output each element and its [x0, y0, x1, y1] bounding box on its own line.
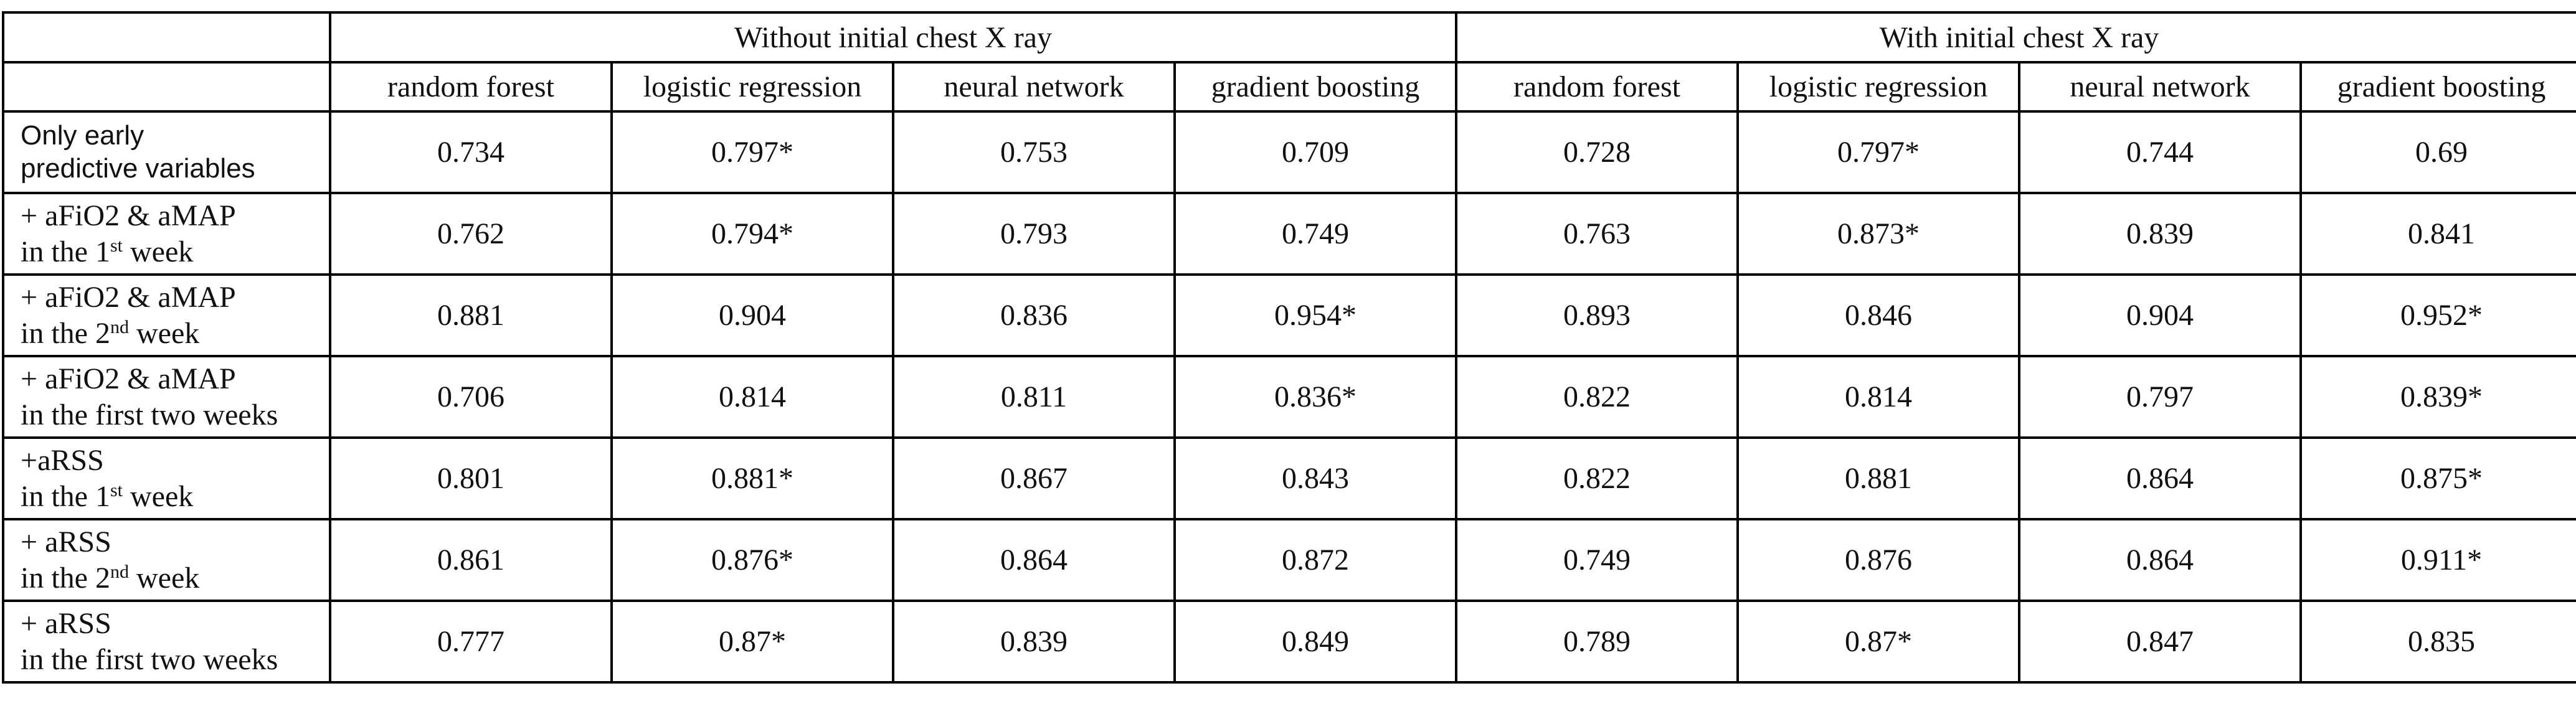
table-row: + aRSS in the first two weeks 0.777 0.87… — [2, 600, 2576, 684]
group-header-with-xray: With initial chest X ray — [1455, 11, 2576, 64]
table-cell: 0.893 — [1455, 273, 1740, 357]
table-row: + aFiO2 & aMAP in the 1st week 0.762 0.7… — [2, 192, 2576, 276]
table-cell: 0.952* — [2299, 273, 2576, 357]
table-cell: 0.861 — [329, 518, 613, 602]
table-cell: 0.881 — [329, 273, 613, 357]
model-header: neural network — [892, 61, 1176, 113]
row-label-line1: + aRSS — [21, 525, 111, 558]
table-cell: 0.734 — [329, 110, 613, 194]
table-cell: 0.822 — [1455, 355, 1740, 439]
table-cell: 0.811 — [892, 355, 1176, 439]
model-header: logistic regression — [610, 61, 894, 113]
table-cell: 0.801 — [329, 436, 613, 520]
table-cell: 0.872 — [1173, 518, 1458, 602]
table-cell: 0.881* — [610, 436, 894, 520]
table-cell: 0.839* — [2299, 355, 2576, 439]
table-cell: 0.843 — [1173, 436, 1458, 520]
row-label: + aFiO2 & aMAP in the 1st week — [2, 192, 331, 276]
table-cell: 0.904 — [2018, 273, 2303, 357]
row-label-line2: in the 1st week — [21, 479, 194, 513]
table-cell: 0.87* — [1736, 600, 2021, 684]
table-cell: 0.749 — [1173, 192, 1458, 276]
table-cell: 0.797* — [1736, 110, 2021, 194]
table-cell: 0.864 — [2018, 436, 2303, 520]
row-label: + aRSS in the 2nd week — [2, 518, 331, 602]
table-cell: 0.706 — [329, 355, 613, 439]
table-cell: 0.814 — [610, 355, 894, 439]
model-header: gradient boosting — [1173, 61, 1458, 113]
row-label: Only early predictive variables — [2, 110, 331, 194]
row-label-line1: + aFiO2 & aMAP — [21, 362, 236, 395]
table-cell: 0.911* — [2299, 518, 2576, 602]
row-label-line2: in the first two weeks — [21, 398, 278, 431]
table-row: +aRSS in the 1st week 0.801 0.881* 0.867… — [2, 436, 2576, 520]
table-row: Only early predictive variables 0.734 0.… — [2, 110, 2576, 194]
model-header: logistic regression — [1736, 61, 2021, 113]
row-label-line2: in the first two weeks — [21, 642, 278, 676]
table-cell: 0.777 — [329, 600, 613, 684]
table-cell: 0.875* — [2299, 436, 2576, 520]
table-cell: 0.954* — [1173, 273, 1458, 357]
table-cell: 0.846 — [1736, 273, 2021, 357]
table-cell: 0.847 — [2018, 600, 2303, 684]
model-header: random forest — [1455, 61, 1740, 113]
results-table: Without initial chest X ray With initial… — [2, 11, 2576, 684]
table-cell: 0.864 — [2018, 518, 2303, 602]
row-label-line1: + aFiO2 & aMAP — [21, 199, 236, 232]
model-header: neural network — [2018, 61, 2303, 113]
table-cell: 0.763 — [1455, 192, 1740, 276]
table-row: + aFiO2 & aMAP in the first two weeks 0.… — [2, 355, 2576, 439]
row-label-line2: in the 1st week — [21, 235, 194, 268]
model-header: random forest — [329, 61, 613, 113]
row-label: + aFiO2 & aMAP in the 2nd week — [2, 273, 331, 357]
row-label: + aFiO2 & aMAP in the first two weeks — [2, 355, 331, 439]
table-cell: 0.839 — [892, 600, 1176, 684]
row-label-line1: + aFiO2 & aMAP — [21, 280, 236, 314]
table-cell: 0.835 — [2299, 600, 2576, 684]
row-label-line1: Only early — [21, 120, 144, 151]
table-cell: 0.789 — [1455, 600, 1740, 684]
table-row: + aRSS in the 2nd week 0.861 0.876* 0.86… — [2, 518, 2576, 602]
table-cell: 0.709 — [1173, 110, 1458, 194]
row-label-line1: + aRSS — [21, 606, 111, 640]
table-cell: 0.841 — [2299, 192, 2576, 276]
table-cell: 0.876* — [610, 518, 894, 602]
table-cell: 0.836 — [892, 273, 1176, 357]
table-cell: 0.864 — [892, 518, 1176, 602]
table-cell: 0.69 — [2299, 110, 2576, 194]
table-cell: 0.728 — [1455, 110, 1740, 194]
row-label: +aRSS in the 1st week — [2, 436, 331, 520]
table-cell: 0.793 — [892, 192, 1176, 276]
table-cell: 0.749 — [1455, 518, 1740, 602]
table-cell: 0.87* — [610, 600, 894, 684]
model-header: gradient boosting — [2299, 61, 2576, 113]
model-header-row: random forest logistic regression neural… — [2, 61, 2576, 113]
table-cell: 0.794* — [610, 192, 894, 276]
group-header-without-xray: Without initial chest X ray — [328, 11, 1458, 64]
table-cell: 0.814 — [1736, 355, 2021, 439]
table-cell: 0.836* — [1173, 355, 1458, 439]
row-label: + aRSS in the first two weeks — [2, 600, 331, 684]
table-cell: 0.867 — [892, 436, 1176, 520]
table-cell: 0.876 — [1736, 518, 2021, 602]
row-label-line2: predictive variables — [21, 153, 255, 184]
table-cell: 0.822 — [1455, 436, 1740, 520]
row-label-line2: in the 2nd week — [21, 561, 200, 595]
table-cell: 0.797* — [610, 110, 894, 194]
table-cell: 0.753 — [892, 110, 1176, 194]
row-label-line2: in the 2nd week — [21, 316, 200, 350]
corner-cell — [2, 61, 331, 113]
group-header-row: Without initial chest X ray With initial… — [2, 11, 2576, 64]
table-cell: 0.849 — [1173, 600, 1458, 684]
table-cell: 0.797 — [2018, 355, 2303, 439]
row-label-line1: +aRSS — [21, 443, 104, 477]
table-cell: 0.881 — [1736, 436, 2021, 520]
table-cell: 0.744 — [2018, 110, 2303, 194]
corner-cell — [2, 11, 331, 64]
table-row: + aFiO2 & aMAP in the 2nd week 0.881 0.9… — [2, 273, 2576, 357]
table-cell: 0.904 — [610, 273, 894, 357]
table-cell: 0.839 — [2018, 192, 2303, 276]
table-cell: 0.762 — [329, 192, 613, 276]
table-cell: 0.873* — [1736, 192, 2021, 276]
